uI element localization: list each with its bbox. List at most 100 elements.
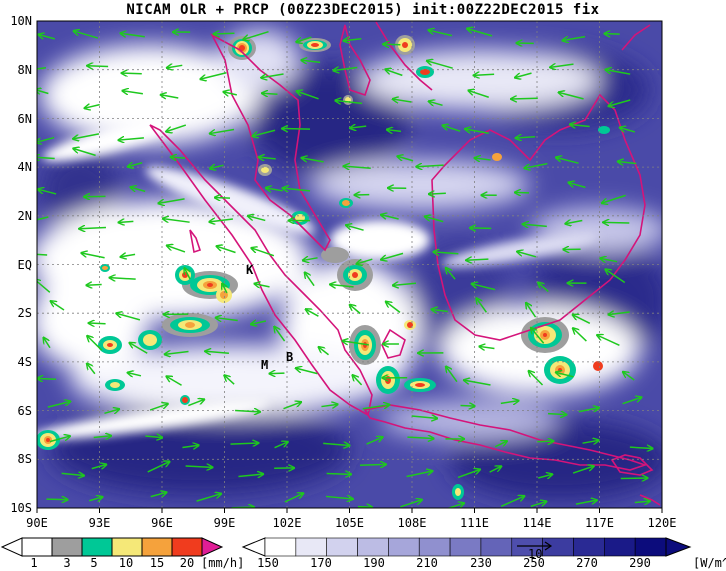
lon-label-108e: 108E xyxy=(398,516,427,530)
wind-vector-arrow xyxy=(475,158,491,160)
wind-vector-arrow xyxy=(618,161,637,163)
lon-label-120e: 120E xyxy=(648,516,677,530)
reference-vector-label: 10 xyxy=(528,547,542,561)
precip-colorbar-right-arrow xyxy=(201,537,224,557)
wind-vector-arrow xyxy=(149,404,168,411)
wind-vector-arrow xyxy=(215,198,231,199)
wind-vector-arrow xyxy=(406,471,433,478)
wind-vector-arrow xyxy=(517,251,537,258)
wind-vector-arrow xyxy=(524,162,548,169)
wind-vector-arrow xyxy=(145,436,162,438)
wind-vector-arrow xyxy=(582,440,599,443)
olr-swatch xyxy=(388,537,420,557)
wind-vector-arrow xyxy=(104,409,119,413)
wind-vector-arrow xyxy=(37,378,57,379)
wind-vector-arrow xyxy=(87,66,109,67)
wind-vector-arrow xyxy=(429,193,446,194)
wind-vector-arrow xyxy=(116,313,141,321)
wind-vector-arrow xyxy=(38,189,57,195)
olr-label-170: 170 xyxy=(310,556,332,570)
wind-vector-arrow xyxy=(464,380,491,386)
wind-vector-arrow xyxy=(465,129,489,134)
wind-vector-arrow xyxy=(550,64,574,67)
wind-vector-arrow xyxy=(531,328,545,344)
lat-label-2s: 2S xyxy=(18,306,32,320)
wind-vector-arrow xyxy=(425,217,444,223)
wind-vector-arrow xyxy=(330,284,354,286)
wind-vector-arrow xyxy=(282,129,311,130)
wind-vector-arrow xyxy=(346,225,364,231)
wind-vector-arrow xyxy=(74,31,99,39)
lat-label-8n: 8N xyxy=(18,63,32,77)
wind-vector-arrow xyxy=(210,165,224,168)
wind-vector-arrow xyxy=(597,335,620,347)
wind-vector-arrow xyxy=(252,129,276,136)
wind-vector-arrow xyxy=(251,248,275,257)
wind-vector-arrow xyxy=(470,228,492,229)
wind-vector-arrow xyxy=(266,188,283,191)
wind-vector-arrow xyxy=(261,73,284,78)
wind-vector-arrow xyxy=(305,273,315,287)
wind-vector-arrow xyxy=(350,126,367,128)
wind-vector-arrow xyxy=(400,500,422,508)
wind-vector-arrow xyxy=(243,30,269,40)
wind-vector-arrow xyxy=(547,414,566,415)
wind-vector-arrow xyxy=(323,443,349,445)
olr-swatch xyxy=(604,537,636,557)
precip-label-5: 5 xyxy=(90,556,97,570)
wind-vector-arrow xyxy=(118,138,144,140)
precip-label-10: 10 xyxy=(119,556,133,570)
wind-vector-arrow xyxy=(171,157,186,158)
map-title: NICAM OLR + PRCP (00Z23DEC2015) init:00Z… xyxy=(126,2,600,18)
lon-label-111e: 111E xyxy=(460,516,489,530)
olr-field: K M B xyxy=(37,21,662,508)
wind-vector-arrow xyxy=(119,221,134,222)
wind-vector-arrow xyxy=(468,91,489,98)
wind-vector-arrow xyxy=(128,373,142,376)
precip-label-1: 1 xyxy=(30,556,37,570)
wind-vector-arrow xyxy=(516,137,536,138)
wind-vector-arrow xyxy=(73,149,96,157)
wind-vector-arrow xyxy=(609,312,630,315)
place-marker-m: M xyxy=(261,358,268,372)
wind-vector-arrow xyxy=(433,252,459,254)
wind-vector-arrow xyxy=(130,343,148,354)
precip-label-20: 20 xyxy=(180,556,194,570)
olr-colorbar-left-arrow xyxy=(241,537,266,557)
wind-vector-arrow xyxy=(47,401,70,408)
lon-label-93e: 93E xyxy=(89,516,111,530)
wind-vector-arrow xyxy=(230,443,259,444)
wind-vector-arrow xyxy=(386,302,401,313)
olr-label-190: 190 xyxy=(363,556,385,570)
wind-vector-arrow xyxy=(344,39,362,41)
wind-vector-arrow xyxy=(623,372,635,381)
wind-vector-arrow xyxy=(37,279,51,293)
wind-vector-arrow xyxy=(385,69,403,77)
wind-vector-arrow xyxy=(411,416,437,418)
precip-swatch-3 xyxy=(111,537,143,557)
wind-vector-arrow xyxy=(37,136,55,143)
longitude-axis: 90E 93E 96E 99E 102E 105E 108E 111E 114E… xyxy=(26,516,676,530)
wind-vector-arrow xyxy=(362,405,390,410)
wind-vector-arrow xyxy=(538,283,549,293)
wind-vector-arrow xyxy=(37,67,47,70)
wind-vector-arrow xyxy=(393,283,417,285)
wind-vector-arrow xyxy=(357,258,373,264)
place-marker-b: B xyxy=(286,350,293,364)
precip-label-15: 15 xyxy=(150,556,164,570)
wind-vector-arrow xyxy=(158,198,185,203)
wind-vector-arrow xyxy=(353,375,363,386)
wind-vector-arrow xyxy=(529,371,544,386)
wind-vector-arrow xyxy=(283,402,301,410)
wind-vector-arrow xyxy=(235,411,260,412)
wind-vector-arrow xyxy=(472,284,496,291)
lat-label-6s: 6S xyxy=(18,404,32,418)
wind-vector-arrow xyxy=(511,98,538,99)
wind-vector-arrow xyxy=(122,91,143,94)
lon-label-102e: 102E xyxy=(273,516,302,530)
wind-vector-arrow xyxy=(89,323,106,324)
wind-vector-arrow xyxy=(216,318,238,321)
wind-vector-arrow xyxy=(150,492,167,498)
wind-vector-arrow xyxy=(556,158,579,164)
wind-vector-arrow xyxy=(357,507,372,508)
